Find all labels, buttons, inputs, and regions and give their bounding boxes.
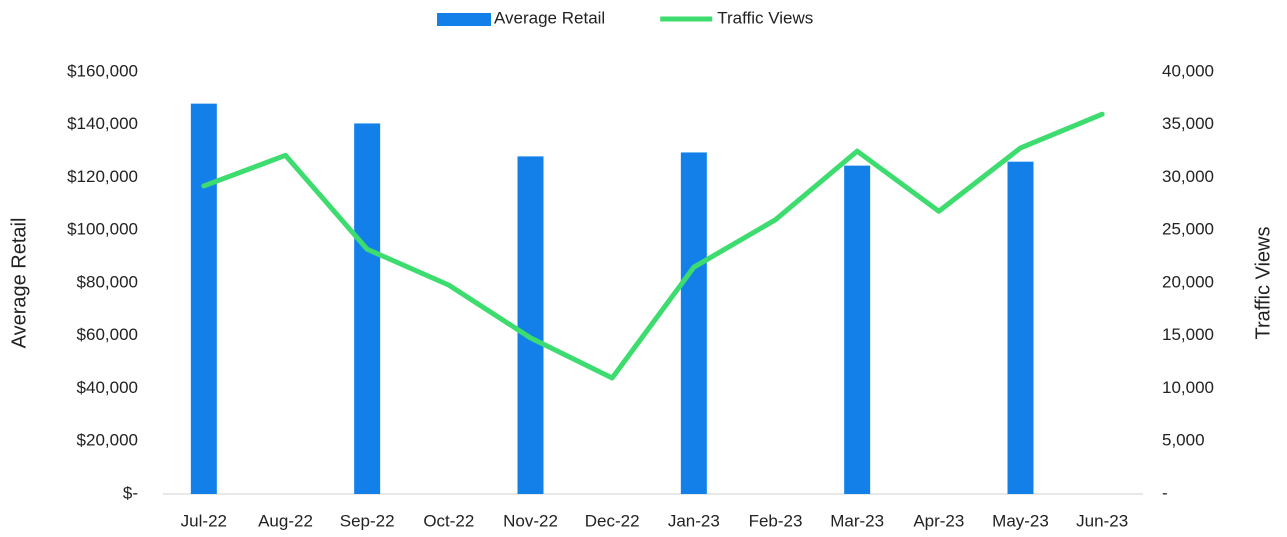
x-tick-label: Dec-22 [585, 511, 640, 530]
line [201, 111, 1105, 381]
bar [190, 103, 217, 495]
x-tick-label: Jun-23 [1076, 511, 1128, 530]
y2-tick-label: 35,000 [1162, 114, 1214, 133]
y-tick-label: $60,000 [77, 325, 138, 344]
x-tick-label: May-23 [992, 511, 1049, 530]
y2-tick-label: 5,000 [1162, 431, 1205, 450]
y2-tick-label: 30,000 [1162, 167, 1214, 186]
y2-tick-label: - [1162, 483, 1168, 502]
x-tick-label: Apr-23 [913, 511, 964, 530]
x-tick-label: Nov-22 [503, 511, 558, 530]
x-tick-label: Jul-22 [181, 511, 227, 530]
y-tick-label: $100,000 [67, 220, 138, 239]
bar [1007, 161, 1034, 495]
bar [844, 165, 871, 494]
y-tick-label: $160,000 [67, 61, 138, 80]
legend-swatch [437, 13, 491, 26]
x-tick-label: Jan-23 [668, 511, 720, 530]
y2-tick-label: 40,000 [1162, 61, 1214, 80]
x-tick-label: Mar-23 [830, 511, 884, 530]
legend-label: Average Retail [494, 8, 605, 27]
legend-label: Traffic Views [717, 8, 813, 27]
x-tick-label: Aug-22 [258, 511, 313, 530]
x-tick-label: Sep-22 [340, 511, 395, 530]
bar [354, 123, 381, 495]
y-tick-label: $40,000 [77, 378, 138, 397]
bar [680, 152, 707, 494]
y-tick-label: $120,000 [67, 167, 138, 186]
y-tick-label: $- [123, 483, 138, 502]
y-axis-label: Average Retail [8, 218, 30, 349]
y-tick-label: $140,000 [67, 114, 138, 133]
y2-tick-label: 15,000 [1162, 325, 1214, 344]
y2-tick-label: 20,000 [1162, 272, 1214, 291]
bar [517, 156, 544, 494]
y2-tick-label: 25,000 [1162, 220, 1214, 239]
y2-tick-label: 10,000 [1162, 378, 1214, 397]
x-tick-label: Oct-22 [423, 511, 474, 530]
y2-axis-label: Traffic Views [1252, 227, 1274, 340]
y-tick-label: $20,000 [77, 431, 138, 450]
y-tick-label: $80,000 [77, 272, 138, 291]
x-tick-label: Feb-23 [749, 511, 803, 530]
